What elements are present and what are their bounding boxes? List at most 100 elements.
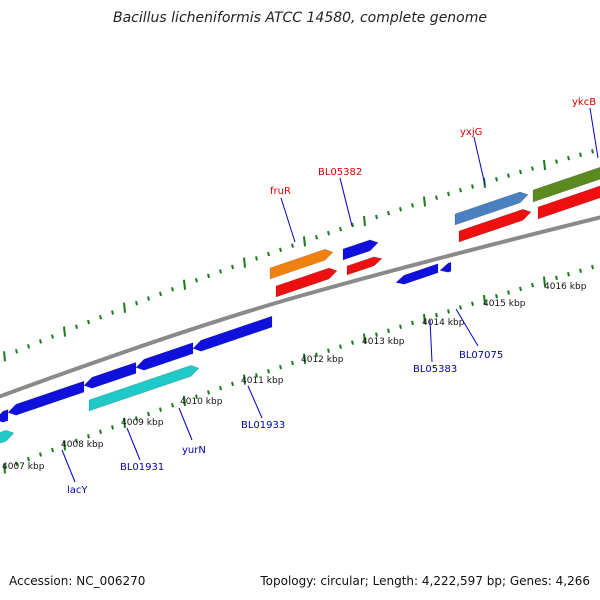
tick-mark xyxy=(147,411,150,417)
tick-mark xyxy=(411,320,414,326)
tick-mark xyxy=(183,279,186,290)
tick-mark xyxy=(435,312,438,318)
tick-mark xyxy=(507,290,510,295)
tick-mark xyxy=(207,390,210,395)
tick-mark xyxy=(219,385,222,391)
tick-mark xyxy=(183,395,186,407)
gene-label-lacY: lacY xyxy=(67,485,88,496)
tick-mark xyxy=(63,326,66,337)
tick-label-4012: 4012 kbp xyxy=(301,355,344,365)
tick-mark xyxy=(567,155,570,161)
gene-label-BL01933: BL01933 xyxy=(241,420,285,431)
gene-arrow xyxy=(135,342,194,371)
tick-mark xyxy=(111,425,114,430)
tick-mark xyxy=(399,206,402,212)
tick-mark xyxy=(267,251,270,257)
tick-mark xyxy=(15,349,18,354)
tick-mark xyxy=(147,296,150,301)
leader-line xyxy=(473,136,486,186)
tick-label-4014: 4014 kbp xyxy=(422,318,465,328)
tick-mark xyxy=(555,275,558,281)
gene-arrow xyxy=(395,263,439,285)
tick-mark xyxy=(399,324,402,330)
gene-arrow xyxy=(342,239,379,261)
tick-mark xyxy=(591,264,594,270)
tick-mark xyxy=(39,339,42,344)
tick-mark xyxy=(267,368,270,374)
tick-mark xyxy=(459,305,462,310)
tick-mark xyxy=(519,169,522,175)
gene-arrow xyxy=(454,191,529,226)
leader-line xyxy=(61,449,76,483)
gene-arrow xyxy=(458,208,532,243)
leader-line xyxy=(339,177,353,227)
gene-arrow xyxy=(532,166,600,203)
gene-arrow xyxy=(88,365,200,412)
gene-arrow xyxy=(7,380,85,416)
map-title: Bacillus licheniformis ATCC 14580, compl… xyxy=(113,10,487,26)
tick-mark xyxy=(243,257,246,268)
tick-mark xyxy=(3,351,6,362)
tick-mark xyxy=(219,269,222,274)
gene-label-BL01931: BL01931 xyxy=(120,462,164,473)
tick-label-4008: 4008 kbp xyxy=(61,440,104,450)
tick-mark xyxy=(303,353,306,364)
tick-label-4007: 4007 kbp xyxy=(2,462,45,472)
gene-arrow xyxy=(269,248,334,280)
tick-mark xyxy=(543,159,546,171)
leader-line xyxy=(178,407,193,441)
tick-mark xyxy=(135,416,138,421)
tick-mark xyxy=(339,226,342,232)
tick-label-4015: 4015 kbp xyxy=(483,299,526,309)
tick-mark xyxy=(207,273,210,279)
tick-mark xyxy=(531,282,534,288)
tick-mark xyxy=(255,256,258,261)
tick-mark xyxy=(495,293,498,299)
tick-mark xyxy=(195,278,198,283)
gene-arrow xyxy=(275,267,338,298)
accession-text: Accession: NC_006270 xyxy=(9,574,145,588)
tick-mark xyxy=(375,332,378,337)
tick-mark xyxy=(63,440,66,451)
tick-label-4010: 4010 kbp xyxy=(180,397,223,407)
upper-tick-track xyxy=(3,149,594,362)
tick-mark xyxy=(591,149,594,154)
tick-mark xyxy=(51,447,54,453)
tick-mark xyxy=(243,374,246,385)
tick-mark xyxy=(447,191,450,197)
tick-mark xyxy=(471,184,474,189)
tick-label-4013: 4013 kbp xyxy=(362,337,405,347)
tick-label-4011: 4011 kbp xyxy=(241,376,284,386)
gene-arrow xyxy=(192,315,273,352)
tick-mark xyxy=(495,176,498,182)
tick-mark xyxy=(111,310,114,315)
tick-mark xyxy=(351,222,354,228)
tick-mark xyxy=(255,373,258,378)
leader-line xyxy=(455,308,479,347)
tick-mark xyxy=(435,195,438,200)
tick-mark xyxy=(291,243,294,248)
tick-mark xyxy=(423,196,426,207)
leader-line xyxy=(126,427,141,461)
tick-mark xyxy=(471,301,474,306)
tick-mark xyxy=(543,276,546,287)
tick-mark xyxy=(87,434,90,439)
leader-line xyxy=(429,319,433,363)
gene-label-BL05382: BL05382 xyxy=(318,167,362,178)
gene-arrow xyxy=(439,261,452,273)
tick-mark xyxy=(339,344,342,349)
tick-mark xyxy=(567,272,570,277)
tick-mark xyxy=(327,230,330,236)
leader-line xyxy=(280,197,296,243)
gene-arrow xyxy=(0,429,15,444)
tick-mark xyxy=(123,302,126,313)
leader-line xyxy=(247,385,263,419)
tick-mark xyxy=(459,187,462,193)
tick-mark xyxy=(363,333,366,344)
tick-mark xyxy=(51,334,54,339)
tick-mark xyxy=(291,360,294,366)
tick-mark xyxy=(315,235,318,240)
tick-mark xyxy=(483,294,486,306)
tick-mark xyxy=(423,313,426,325)
tick-mark xyxy=(519,286,522,292)
